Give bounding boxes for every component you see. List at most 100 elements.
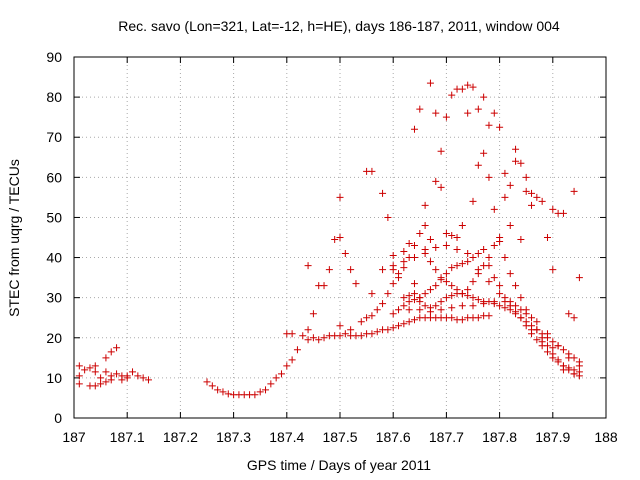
data-point (501, 193, 509, 201)
data-point (501, 304, 509, 312)
x-tick-labels: 187 187.1 187.2 187.3 187.4 187.5 187.6 187.7 18… (62, 429, 618, 445)
data-point (203, 378, 211, 386)
data-point (549, 350, 557, 358)
data-point (341, 250, 349, 258)
data-point (448, 282, 456, 290)
data-point (304, 262, 312, 270)
data-point (485, 254, 493, 262)
data-point (522, 322, 530, 330)
data-point (389, 280, 397, 288)
data-point (437, 306, 445, 314)
data-point (373, 306, 381, 314)
data-point (426, 258, 434, 266)
y-tick-label: 0 (54, 410, 62, 426)
data-point (410, 242, 418, 250)
data-point (538, 338, 546, 346)
data-point (432, 109, 440, 117)
data-point (400, 264, 408, 272)
data-point (528, 189, 536, 197)
data-point (570, 187, 578, 195)
data-point (144, 376, 152, 384)
data-point (543, 234, 551, 241)
data-point (490, 109, 498, 117)
data-point (379, 300, 387, 308)
data-point (528, 314, 536, 322)
x-tick-label: 187.7 (429, 429, 464, 445)
data-point (288, 356, 296, 364)
data-point (277, 370, 285, 378)
x-tick-label: 187.9 (535, 429, 570, 445)
data-point (91, 368, 99, 376)
data-point (400, 258, 408, 266)
data-point (400, 248, 408, 256)
data-point (304, 326, 312, 334)
data-point (458, 290, 466, 298)
y-tick-label: 40 (46, 250, 62, 266)
data-point (533, 318, 541, 326)
data-point (357, 318, 365, 326)
data-point (118, 376, 126, 384)
data-point (448, 292, 456, 300)
data-point (336, 193, 344, 201)
data-point (102, 368, 110, 376)
data-point (554, 342, 562, 350)
data-point (543, 330, 551, 338)
data-point (442, 270, 450, 278)
data-point (357, 332, 365, 340)
data-point (107, 348, 115, 356)
data-point (442, 113, 450, 121)
data-point (214, 386, 222, 394)
data-point (389, 262, 397, 270)
data-point (432, 282, 440, 290)
data-point (288, 330, 296, 338)
data-point (469, 278, 477, 286)
data-point (389, 310, 397, 318)
data-point (517, 236, 525, 244)
data-point (102, 378, 110, 386)
data-point (485, 312, 493, 320)
data-point (480, 149, 488, 157)
data-point (474, 266, 482, 274)
data-point (347, 326, 355, 334)
data-point (272, 374, 280, 382)
data-point (517, 294, 525, 302)
data-point (517, 314, 525, 322)
data-point (219, 388, 227, 396)
data-point (480, 246, 488, 254)
data-point (506, 298, 514, 306)
data-point (81, 366, 89, 374)
data-point (389, 324, 397, 332)
data-point (320, 334, 328, 342)
data-point (464, 109, 472, 117)
data-point (490, 242, 498, 250)
data-point (267, 380, 275, 388)
data-point (426, 286, 434, 294)
data-point (224, 390, 232, 398)
data-point (421, 290, 429, 298)
y-tick-label: 90 (46, 49, 62, 65)
data-point (559, 209, 567, 217)
data-point (97, 380, 105, 388)
y-tick-labels: 0 10 20 30 40 50 60 70 80 90 (46, 49, 62, 426)
data-point (256, 388, 264, 396)
data-point (373, 328, 381, 336)
data-point (102, 354, 110, 362)
data-point (512, 302, 520, 310)
data-point (134, 372, 142, 380)
data-point (474, 105, 482, 113)
data-point (474, 161, 482, 169)
data-point (448, 264, 456, 272)
data-point (485, 173, 493, 181)
y-tick-label: 60 (46, 169, 62, 185)
data-point (129, 368, 137, 376)
data-point (410, 290, 418, 298)
data-point (421, 302, 429, 310)
x-tick-label: 187.8 (482, 429, 517, 445)
data-point (469, 294, 477, 302)
data-point (416, 298, 424, 306)
data-point (405, 292, 413, 300)
data-point (421, 201, 429, 209)
data-point (432, 302, 440, 310)
data-point (490, 205, 498, 213)
